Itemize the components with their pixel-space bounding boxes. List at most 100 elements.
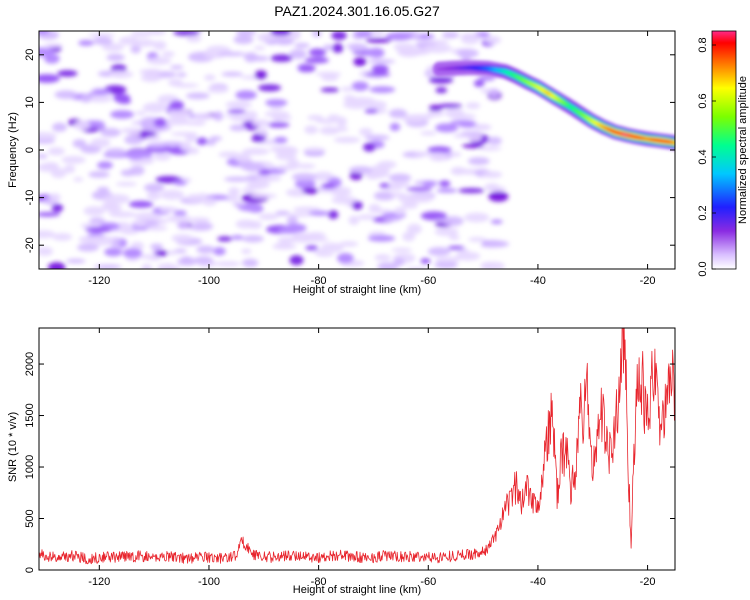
noise-blob [391, 247, 413, 253]
noise-blob [340, 86, 355, 92]
noise-blob [128, 159, 154, 165]
noise-blob [238, 152, 251, 159]
noise-blob [129, 165, 145, 176]
snr-series-line [39, 328, 675, 565]
noise-blob [394, 206, 406, 216]
noise-blob [289, 255, 304, 266]
noise-blob [311, 31, 322, 38]
noise-blob [286, 215, 298, 225]
noise-blob [367, 59, 396, 64]
noise-blob [435, 123, 459, 133]
noise-blob [142, 102, 168, 113]
noise-blob [332, 43, 344, 53]
noise-blob [39, 246, 53, 256]
noise-blob [420, 211, 447, 221]
noise-blob [458, 122, 479, 128]
noise-blob [434, 218, 454, 223]
y-tick-label: 10 [24, 96, 36, 108]
y-tick-label: -10 [24, 190, 36, 206]
noise-blob [352, 201, 363, 210]
noise-blob [217, 51, 246, 57]
noise-blob [407, 223, 422, 235]
noise-blob [270, 54, 293, 62]
noise-blob [455, 251, 481, 261]
noise-blob [389, 181, 411, 188]
noise-blob [194, 256, 214, 265]
noise-blob [482, 171, 503, 179]
noise-blob [293, 206, 321, 213]
noise-blob [134, 111, 147, 116]
noise-blob [191, 121, 206, 126]
noise-blob [170, 65, 184, 70]
noise-blob [162, 51, 175, 57]
colorbar-frame [711, 30, 737, 270]
noise-blob [78, 40, 94, 46]
noise-blob [353, 57, 367, 67]
ridge-segment [672, 141, 675, 145]
noise-blob [406, 187, 433, 192]
figure-title: PAZ1.2024.301.16.05.G27 [274, 3, 440, 19]
noise-blob [402, 201, 418, 209]
noise-blob [133, 212, 161, 221]
noise-blob [124, 135, 144, 145]
noise-blob [258, 84, 282, 92]
noise-blob [348, 215, 360, 225]
noise-blob [320, 87, 340, 93]
x-tick-label: -80 [311, 275, 327, 287]
noise-blob [132, 220, 147, 227]
noise-blob [192, 113, 214, 121]
noise-blob [265, 99, 288, 107]
spectrogram-x-axis: -120 -100 -80 -60 -40 -20 [88, 31, 656, 287]
noise-blob [357, 214, 376, 220]
noise-blob [104, 194, 130, 204]
noise-blob [130, 39, 157, 47]
noise-blob [109, 70, 134, 79]
noise-blob [231, 235, 244, 240]
noise-blob [287, 159, 300, 168]
noise-blob [437, 103, 463, 109]
noise-blob [321, 183, 337, 190]
spectrogram-y-axis: -20 -10 0 10 20 [24, 49, 675, 253]
noise-blob [270, 31, 292, 37]
noise-blob [146, 191, 161, 201]
noise-blob [275, 210, 290, 216]
snr-background [39, 328, 675, 570]
noise-blob [427, 109, 445, 117]
noise-blob [447, 245, 465, 250]
noise-blob [171, 234, 194, 243]
noise-blob [217, 236, 233, 242]
noise-blob [196, 137, 208, 146]
noise-blob [228, 187, 240, 197]
noise-blob [83, 206, 106, 216]
noise-blob [323, 44, 334, 51]
colorbar-tick-label: 0.4 [697, 149, 709, 164]
y-tick-label: 20 [24, 49, 36, 61]
noise-blob [462, 143, 484, 149]
noise-blob [389, 122, 401, 132]
noise-blob [153, 40, 167, 51]
noise-blob [308, 210, 331, 216]
noise-blob [196, 245, 216, 254]
noise-blob [44, 53, 60, 64]
noise-blob [490, 219, 503, 225]
noise-blob [304, 237, 330, 242]
noise-blob [393, 257, 405, 267]
y-tick-label: 1000 [24, 455, 36, 479]
x-tick-label: -20 [640, 576, 656, 588]
noise-blob [145, 136, 161, 142]
noise-blob [61, 156, 86, 164]
noise-blob [235, 90, 257, 100]
colorbar-label: Normalized spectral amplitude [737, 76, 749, 224]
noise-blob [191, 222, 214, 231]
noise-blob [253, 45, 266, 51]
noise-blob [140, 130, 151, 140]
noise-blob [435, 87, 448, 94]
noise-blob [379, 182, 390, 189]
noise-blob [460, 131, 481, 136]
noise-blob [251, 134, 266, 143]
noise-blob [173, 180, 187, 186]
noise-blob [428, 76, 454, 84]
snr-frame [38, 327, 676, 571]
noise-blob [451, 168, 470, 173]
noise-blob [355, 31, 373, 38]
